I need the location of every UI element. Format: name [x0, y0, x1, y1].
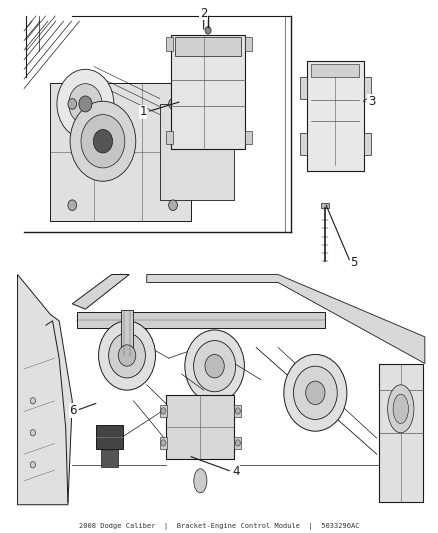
- Bar: [166, 37, 173, 51]
- Bar: [160, 405, 167, 417]
- Circle shape: [306, 381, 325, 405]
- Circle shape: [68, 200, 77, 211]
- Bar: [160, 437, 167, 449]
- Circle shape: [235, 440, 240, 446]
- Bar: [300, 133, 307, 155]
- Text: 6: 6: [69, 404, 77, 417]
- Circle shape: [81, 115, 125, 168]
- Polygon shape: [18, 274, 72, 505]
- Circle shape: [194, 341, 236, 392]
- Bar: [15, 11, 296, 264]
- Circle shape: [30, 398, 35, 404]
- Polygon shape: [77, 320, 147, 330]
- Bar: [15, 272, 429, 507]
- Text: 3: 3: [368, 95, 375, 108]
- Bar: [379, 364, 423, 502]
- Circle shape: [109, 333, 145, 378]
- Text: 2: 2: [200, 7, 208, 20]
- Circle shape: [79, 96, 92, 112]
- Bar: [321, 203, 328, 208]
- Circle shape: [68, 99, 77, 109]
- Bar: [96, 425, 123, 449]
- Circle shape: [99, 321, 155, 390]
- Circle shape: [284, 354, 347, 431]
- Bar: [311, 64, 359, 77]
- Bar: [72, 274, 423, 505]
- Bar: [166, 395, 234, 459]
- Bar: [300, 77, 307, 99]
- Circle shape: [161, 440, 166, 446]
- Bar: [77, 312, 325, 328]
- Bar: [160, 104, 234, 200]
- Circle shape: [161, 408, 166, 414]
- Bar: [364, 133, 371, 155]
- Circle shape: [30, 462, 35, 468]
- Ellipse shape: [393, 394, 409, 423]
- Circle shape: [169, 200, 177, 211]
- Bar: [307, 61, 364, 171]
- Bar: [234, 437, 241, 449]
- Ellipse shape: [194, 469, 207, 492]
- Bar: [101, 450, 118, 467]
- Ellipse shape: [388, 385, 414, 433]
- Circle shape: [185, 330, 244, 402]
- Bar: [18, 274, 427, 505]
- Circle shape: [235, 408, 240, 414]
- Circle shape: [118, 345, 136, 366]
- Bar: [50, 83, 191, 221]
- Bar: [175, 37, 241, 56]
- Polygon shape: [147, 274, 425, 364]
- Bar: [171, 35, 245, 149]
- Circle shape: [205, 27, 211, 34]
- Bar: [245, 131, 252, 144]
- Text: 5: 5: [350, 256, 358, 269]
- Text: 4: 4: [232, 465, 240, 478]
- Text: 2008 Dodge Caliber  |  Bracket-Engine Control Module  |  5033296AC: 2008 Dodge Caliber | Bracket-Engine Cont…: [79, 523, 359, 530]
- Circle shape: [70, 101, 136, 181]
- Circle shape: [205, 354, 224, 378]
- Circle shape: [30, 430, 35, 436]
- Bar: [121, 310, 133, 356]
- Circle shape: [293, 366, 337, 419]
- Circle shape: [169, 99, 177, 109]
- Bar: [166, 131, 173, 144]
- Bar: [234, 405, 241, 417]
- Polygon shape: [72, 274, 129, 309]
- Circle shape: [69, 84, 102, 124]
- Text: 1: 1: [139, 106, 147, 118]
- Bar: [364, 77, 371, 99]
- Bar: [245, 37, 252, 51]
- Circle shape: [57, 69, 114, 139]
- Circle shape: [93, 130, 113, 153]
